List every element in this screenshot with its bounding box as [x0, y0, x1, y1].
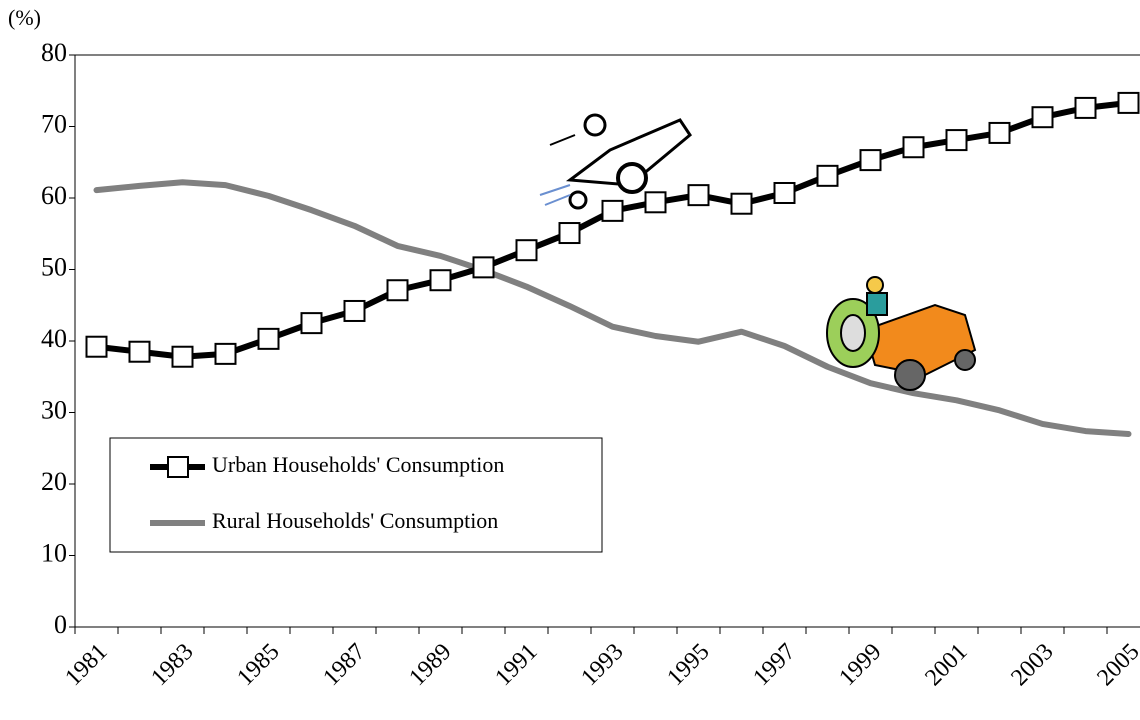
marker: [859, 149, 882, 172]
x-tick-label: 1995: [662, 639, 714, 691]
x-tick-label: 1987: [318, 639, 370, 691]
marker: [945, 129, 968, 152]
marker: [257, 327, 280, 350]
marker: [816, 164, 839, 187]
marker: [687, 184, 710, 207]
x-tick-label: 1999: [834, 639, 886, 691]
y-tick-label: 60: [41, 181, 67, 210]
marker: [988, 121, 1011, 144]
x-tick-label: 2003: [1006, 639, 1058, 691]
marker: [386, 279, 409, 302]
marker: [429, 269, 452, 292]
x-tick-label: 1985: [232, 639, 284, 691]
y-axis-label: (%): [8, 5, 41, 30]
x-tick-label: 1983: [146, 639, 198, 691]
marker: [644, 191, 667, 214]
y-tick-label: 0: [54, 610, 67, 639]
x-tick-label: 2005: [1092, 639, 1140, 691]
marker: [1031, 106, 1054, 129]
marker: [1074, 96, 1097, 119]
marker: [601, 199, 624, 222]
marker: [171, 345, 194, 368]
x-tick-label: 1997: [748, 639, 800, 691]
marker: [730, 192, 753, 215]
series-line: [93, 99, 1132, 360]
marker: [515, 239, 538, 262]
marker: [773, 181, 796, 204]
legend-marker: [167, 456, 189, 478]
y-tick-label: 20: [41, 467, 67, 496]
illustrations: [539, 113, 977, 391]
y-tick-label: 10: [41, 538, 67, 567]
marker: [343, 299, 366, 322]
car-illustration: [539, 113, 692, 210]
legend-label: Rural Households' Consumption: [212, 508, 498, 533]
x-tick-label: 2001: [920, 639, 972, 691]
marker: [902, 136, 925, 159]
y-tick-label: 30: [41, 395, 67, 424]
x-tick-label: 1981: [60, 639, 112, 691]
tractor-illustration: [826, 276, 977, 391]
series-line: [93, 179, 1132, 437]
marker: [558, 222, 581, 245]
marker: [300, 312, 323, 335]
marker: [1117, 91, 1140, 114]
marker: [472, 256, 495, 279]
x-tick-label: 1993: [576, 639, 628, 691]
marker: [128, 340, 151, 363]
x-tick-label: 1991: [490, 639, 542, 691]
y-tick-label: 80: [41, 38, 67, 67]
legend-box: [109, 437, 603, 553]
y-tick-label: 70: [41, 109, 67, 138]
legend-label: Urban Households' Consumption: [212, 452, 504, 477]
y-tick-label: 40: [41, 324, 67, 353]
marker: [85, 335, 108, 358]
y-tick-label: 50: [41, 252, 67, 281]
marker: [214, 342, 237, 365]
x-tick-label: 1989: [404, 639, 456, 691]
